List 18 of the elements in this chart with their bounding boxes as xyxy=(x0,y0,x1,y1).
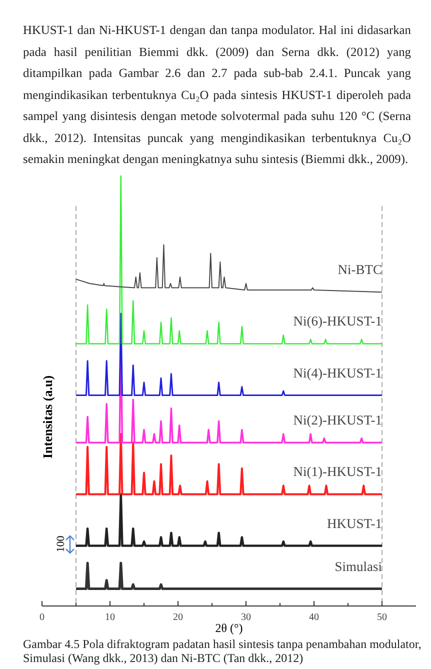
series-label: Ni(1)-HKUST-1 xyxy=(293,464,382,480)
x-axis-title: 2θ (°) xyxy=(215,621,243,635)
text: HKUST-1 dan Ni-HKUST-1 dengan dan tanpa modulator. Hal ini didasarkan pada hasil penilitian Biemmi dkk. (2009) dan Serna dkk. (2012) yang ditampilkan pada Gambar 2.6 dan 2.7 pada sub-bab 2.4.1. Puncak yang mengindikasikan terbentuknya Cu₂O pada sintesis HKUST-1 diperoleh pada sampel yang disintesis dengan metode solvotermal pada suhu 120 °C (Serna dkk., 2012). Intensitas puncak yang mengindikasikan terbentuknya Cu₂O semakin meningkat dengan meningkatnya suhu sintesis (Biemmi dkk., 2009). xyxy=(23,22,411,168)
series-label: Simulasi xyxy=(334,558,382,574)
x-tick-label: 20 xyxy=(173,612,183,623)
x-tick-label: 0 xyxy=(40,612,44,623)
series-label: Ni-BTC xyxy=(338,262,382,278)
x-tick-label: 30 xyxy=(241,612,251,623)
series-label: Ni(6)-HKUST-1 xyxy=(293,314,382,329)
x-tick-label: 50 xyxy=(377,612,387,623)
x-tick-label: 40 xyxy=(309,612,319,623)
y-axis-title: Intensitas (a.u) xyxy=(40,375,55,459)
text: Gambar 4.5 Pola difraktogram padatan hasil sintesis tanpa penambahan modulator, Simulasi (Wang dkk., 2013) dan Ni-BTC (Tan dkk., 2012) xyxy=(23,637,422,665)
series-label: Ni(4)-HKUST-1 xyxy=(293,365,382,380)
series-label: HKUST-1 xyxy=(326,516,382,531)
series-label: Ni(2)-HKUST-1 xyxy=(293,412,382,428)
x-tick-label: 10 xyxy=(105,612,115,623)
annotation: 100 xyxy=(55,535,67,552)
